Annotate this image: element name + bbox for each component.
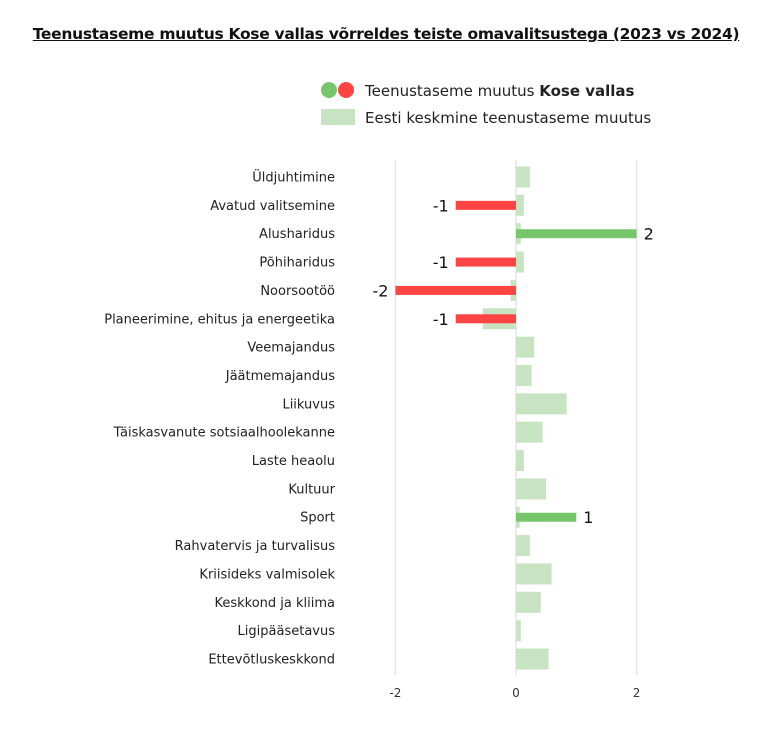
bar-value-label: -1	[433, 196, 449, 215]
bar-value-label: -1	[433, 310, 449, 329]
bar-value-label: -2	[372, 281, 388, 300]
legend-label-average: Eesti keskmine teenustaseme muutus	[365, 109, 651, 127]
category-label: Ettevõtluskeskkond	[208, 653, 335, 668]
legend-green-dot	[321, 82, 337, 98]
average-bar	[516, 535, 530, 557]
average-bar	[516, 450, 524, 472]
category-label: Noorsootöö	[260, 284, 335, 299]
x-tick-label: -2	[389, 686, 401, 700]
average-bar	[516, 648, 549, 670]
category-label: Keskkond ja kliima	[214, 596, 335, 611]
kose-bar	[395, 285, 516, 295]
category-label: Rahvatervis ja turvalisus	[175, 539, 336, 554]
average-bar	[516, 194, 524, 216]
average-bar	[516, 478, 547, 500]
x-tick-label: 0	[512, 686, 520, 700]
category-label: Avatud valitsemine	[210, 199, 335, 214]
chart-title: Teenustaseme muutus Kose vallas võrrelde…	[32, 25, 740, 43]
category-label: Planeerimine, ehitus ja energeetika	[104, 312, 335, 327]
category-label: Ligipääsetavus	[238, 624, 336, 639]
average-bar	[516, 166, 530, 188]
average-bar	[516, 421, 543, 443]
average-bar	[516, 563, 552, 585]
bar-value-label: -1	[433, 253, 449, 272]
kose-bar	[455, 200, 516, 210]
legend-average-swatch	[321, 109, 355, 125]
category-label: Alusharidus	[259, 227, 335, 242]
category-label: Jäätmemajandus	[225, 369, 335, 384]
legend-label-kose: Teenustaseme muutus Kose vallas	[364, 82, 635, 100]
category-label: Sport	[300, 511, 335, 526]
category-label: Liikuvus	[282, 397, 335, 412]
bar-value-label: 2	[644, 225, 654, 244]
kose-bar	[516, 512, 577, 522]
average-bar	[516, 251, 524, 273]
average-bar	[516, 364, 532, 386]
legend-red-dot	[338, 82, 354, 98]
kose-bar	[455, 257, 516, 267]
average-bar	[516, 620, 521, 642]
x-tick-label: 2	[633, 686, 641, 700]
average-bar	[516, 591, 541, 613]
category-label: Kultuur	[288, 482, 335, 497]
kose-bar	[516, 229, 637, 239]
kose-bar	[455, 314, 516, 324]
category-label: Täiskasvanute sotsiaalhoolekanne	[113, 426, 335, 441]
average-bar	[516, 336, 535, 358]
bar-value-label: 1	[583, 508, 593, 527]
average-bar	[516, 393, 567, 415]
category-label: Kriisideks valmisolek	[199, 567, 335, 582]
category-label: Üldjuhtimine	[252, 169, 335, 186]
category-label: Põhiharidus	[259, 256, 335, 271]
category-label: Veemajandus	[247, 341, 335, 356]
category-label: Laste heaolu	[252, 454, 335, 469]
